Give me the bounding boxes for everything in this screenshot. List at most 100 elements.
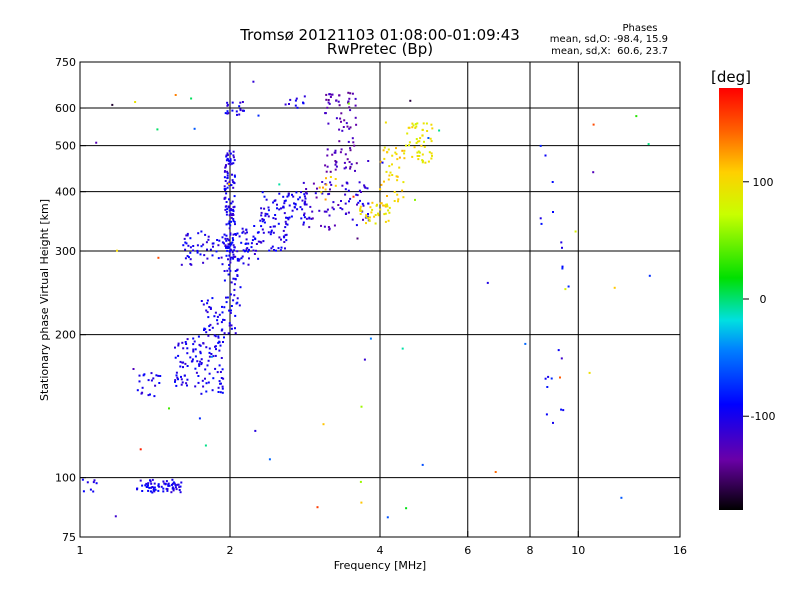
data-point (213, 315, 216, 318)
data-point (212, 355, 215, 358)
data-point (295, 97, 298, 100)
data-point (560, 408, 563, 411)
data-point (255, 243, 258, 245)
data-point (430, 123, 433, 126)
data-point (86, 481, 89, 484)
data-point (261, 228, 264, 231)
data-point (167, 483, 170, 486)
data-point (236, 259, 239, 262)
data-point (388, 206, 391, 209)
x-axis-label: Frequency [MHz] (334, 559, 426, 572)
data-point (349, 165, 352, 168)
data-point (227, 332, 230, 335)
data-point (174, 346, 176, 349)
data-point (180, 375, 182, 378)
data-point (282, 229, 285, 232)
data-point (224, 112, 227, 115)
data-point (225, 245, 228, 248)
data-point (228, 198, 230, 201)
y-tick-label: 75 (62, 531, 76, 544)
data-point (225, 246, 227, 249)
data-point (356, 203, 358, 206)
data-point (153, 395, 156, 398)
data-point (285, 216, 287, 219)
data-point (145, 482, 148, 485)
data-point (358, 189, 361, 192)
data-point (411, 122, 414, 125)
data-point (222, 318, 224, 321)
data-point (303, 195, 306, 198)
data-point (310, 217, 313, 220)
data-point (175, 488, 178, 491)
data-point (394, 151, 397, 154)
data-point (338, 104, 341, 107)
data-point (230, 324, 233, 327)
data-point (562, 409, 565, 412)
data-point (427, 160, 430, 163)
data-point (192, 245, 195, 247)
data-point (230, 214, 233, 217)
data-point (371, 201, 374, 204)
data-point (149, 393, 151, 396)
data-point (302, 221, 305, 224)
data-point (194, 348, 197, 351)
data-point (262, 218, 265, 221)
data-point (322, 423, 325, 426)
data-point (228, 209, 231, 212)
data-point (177, 344, 180, 347)
data-point (191, 358, 194, 361)
data-point (146, 485, 149, 488)
data-point (230, 202, 233, 205)
data-point (293, 202, 295, 205)
data-point (282, 206, 285, 209)
data-point (421, 134, 424, 137)
data-point (212, 377, 215, 380)
data-point (347, 102, 350, 105)
y-tick-label: 750 (55, 56, 76, 69)
data-point (287, 192, 290, 195)
data-point (227, 273, 230, 276)
data-point (217, 335, 220, 338)
data-point (226, 208, 229, 211)
data-point (427, 137, 430, 139)
data-point (369, 337, 372, 340)
data-point (223, 242, 225, 245)
data-point (335, 99, 338, 102)
data-point (221, 305, 223, 308)
data-point (379, 160, 382, 163)
data-point (240, 257, 243, 260)
data-point (257, 240, 260, 243)
data-point (197, 375, 200, 377)
data-point (557, 349, 560, 352)
data-point (333, 151, 336, 154)
y-tick-label: 200 (55, 329, 76, 342)
data-point (373, 215, 376, 218)
data-point (547, 375, 550, 378)
data-point (438, 129, 441, 132)
data-point (226, 172, 229, 175)
data-point (395, 175, 398, 178)
data-point (274, 217, 277, 220)
data-point (415, 142, 418, 144)
data-point (228, 267, 231, 270)
data-point (196, 244, 199, 247)
data-point (289, 98, 292, 101)
data-point (265, 198, 268, 201)
data-point (416, 151, 419, 154)
data-point (166, 488, 169, 491)
data-point (403, 152, 406, 155)
data-point (419, 137, 422, 140)
data-point (224, 189, 227, 192)
data-point (260, 211, 263, 214)
data-point (230, 220, 232, 223)
data-point (246, 247, 249, 250)
data-point (349, 167, 352, 170)
data-point (367, 202, 370, 205)
grid (80, 62, 680, 537)
data-point (234, 314, 237, 317)
data-point (365, 215, 368, 218)
data-point (177, 354, 180, 357)
data-point (226, 101, 229, 104)
data-point (149, 479, 151, 482)
data-point (362, 218, 364, 221)
